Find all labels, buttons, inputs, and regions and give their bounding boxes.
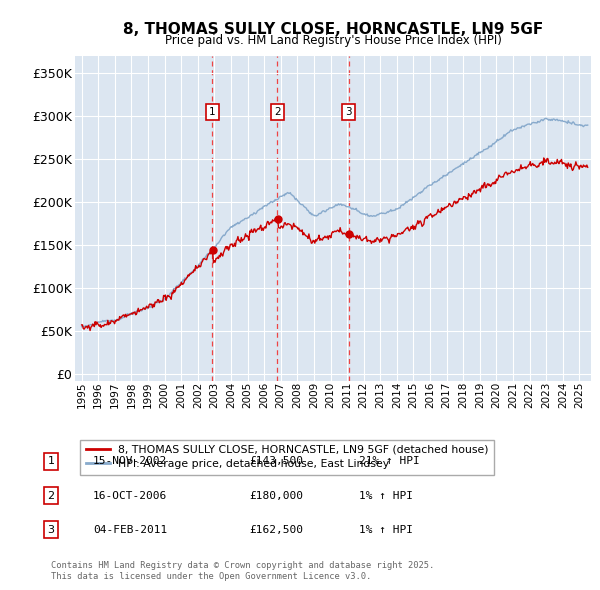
Text: 1: 1 [47,457,55,466]
Text: 2: 2 [47,491,55,500]
Text: 04-FEB-2011: 04-FEB-2011 [93,525,167,535]
Text: 1% ↑ HPI: 1% ↑ HPI [359,491,413,500]
Text: 8, THOMAS SULLY CLOSE, HORNCASTLE, LN9 5GF: 8, THOMAS SULLY CLOSE, HORNCASTLE, LN9 5… [123,22,543,37]
Text: 1: 1 [209,107,215,117]
Text: £143,500: £143,500 [249,457,303,466]
Text: 2: 2 [274,107,281,117]
Text: Price paid vs. HM Land Registry's House Price Index (HPI): Price paid vs. HM Land Registry's House … [164,34,502,47]
Text: 21% ↑ HPI: 21% ↑ HPI [359,457,419,466]
Text: 15-NOV-2002: 15-NOV-2002 [93,457,167,466]
Text: £162,500: £162,500 [249,525,303,535]
Text: 1% ↑ HPI: 1% ↑ HPI [359,525,413,535]
Text: Contains HM Land Registry data © Crown copyright and database right 2025.
This d: Contains HM Land Registry data © Crown c… [51,561,434,581]
Text: 3: 3 [345,107,352,117]
Text: £180,000: £180,000 [249,491,303,500]
Text: 16-OCT-2006: 16-OCT-2006 [93,491,167,500]
Text: 3: 3 [47,525,55,535]
Legend: 8, THOMAS SULLY CLOSE, HORNCASTLE, LN9 5GF (detached house), HPI: Average price,: 8, THOMAS SULLY CLOSE, HORNCASTLE, LN9 5… [80,440,494,475]
